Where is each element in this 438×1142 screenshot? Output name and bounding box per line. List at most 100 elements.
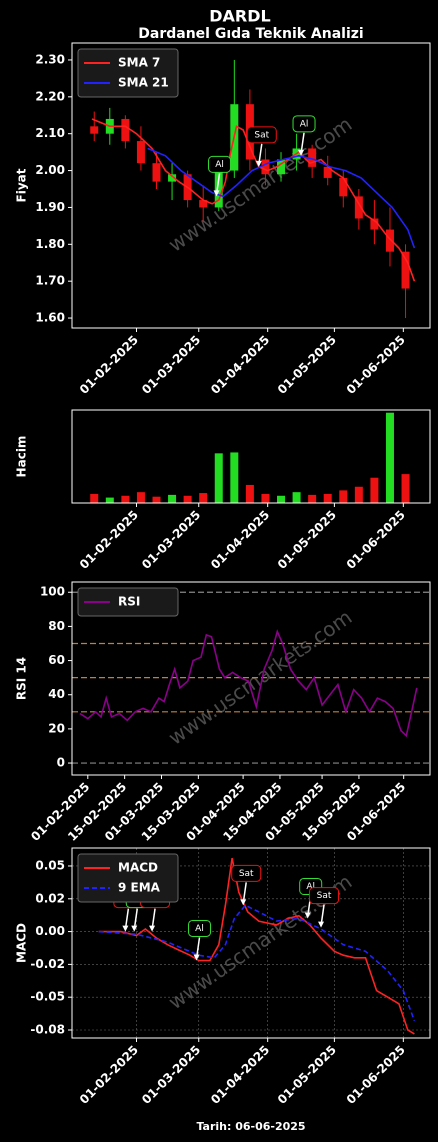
- annotation-label: Sat: [317, 891, 332, 901]
- bar: [339, 490, 348, 503]
- x-tick-label: 01-03-2025: [139, 1043, 203, 1107]
- annotation-box: [231, 864, 262, 882]
- x-tick-label: 01-05-2025: [275, 508, 339, 572]
- y-tick-label: 40: [48, 687, 65, 701]
- series-line: [98, 857, 415, 1035]
- annotation-box: [309, 887, 340, 905]
- annotation-label: Al: [215, 160, 224, 170]
- candle-body: [214, 170, 223, 208]
- y-tick-label: 0: [57, 756, 65, 770]
- annotation-box: [246, 126, 277, 144]
- annotation-arrowhead: [122, 925, 129, 932]
- y-axis-label: Hacim: [15, 436, 29, 478]
- x-tick-label: 01-02-2025: [77, 1043, 141, 1107]
- annotation-box: [208, 155, 232, 173]
- candle-body: [90, 126, 99, 134]
- bar: [292, 492, 301, 503]
- y-tick-label: 0.00: [35, 924, 65, 938]
- y-tick-label: 0.02: [35, 891, 65, 905]
- x-tick-label: 01-03-2025: [139, 508, 203, 572]
- x-tick-label: 01-02-2025: [77, 508, 141, 572]
- candle-body: [401, 251, 410, 289]
- annotation-label: Al: [195, 924, 204, 934]
- plot-frame: [71, 847, 431, 1039]
- candle-body: [168, 174, 177, 182]
- legend-label: 9 EMA: [118, 881, 161, 895]
- bar: [245, 484, 254, 503]
- bar: [105, 497, 114, 503]
- x-tick-label: 01-04-2025: [208, 1043, 272, 1107]
- bar: [370, 477, 379, 503]
- annotation-arrowhead: [318, 921, 325, 928]
- candle-body: [261, 159, 270, 175]
- bar: [308, 494, 317, 503]
- series-line: [91, 118, 416, 282]
- y-tick-label: -0.02: [30, 957, 65, 971]
- footer: Tarih: 06-06-2025: [196, 1120, 305, 1133]
- annotation-label: Sat: [254, 130, 269, 140]
- y-tick-label: 2.10: [35, 126, 65, 140]
- legend-label: SMA 7: [118, 56, 160, 70]
- bar: [230, 452, 239, 503]
- annotation-box: [292, 115, 316, 133]
- legend-box: [77, 853, 179, 903]
- candle-body: [152, 163, 161, 182]
- x-tick-label: 01-04-2025: [208, 508, 272, 572]
- y-tick-label: -0.08: [30, 1022, 65, 1036]
- bar: [401, 474, 410, 503]
- bar: [385, 412, 394, 503]
- y-axis-label: Fiyat: [15, 168, 29, 202]
- bar: [354, 486, 363, 503]
- chart-title: Dardanel Gıda Teknik Analizi: [138, 26, 363, 42]
- annotation-label: Sat: [239, 869, 254, 879]
- annotation-arrowhead: [149, 925, 156, 932]
- x-tick-label: 01-06-2025: [344, 333, 408, 397]
- x-tick-label: 01-06-2025: [344, 508, 408, 572]
- candle-body: [136, 141, 145, 164]
- annotation-label: Al: [306, 882, 315, 892]
- bar: [261, 493, 270, 503]
- series-line: [147, 147, 416, 249]
- candle-body: [121, 118, 130, 142]
- series-line: [79, 629, 418, 738]
- candle-body: [370, 218, 379, 230]
- y-tick-label: 0.05: [35, 858, 65, 872]
- bar: [136, 492, 145, 503]
- bar: [214, 453, 223, 503]
- bar: [277, 495, 286, 503]
- annotation-arrowhead: [298, 149, 305, 156]
- y-tick-label: 100: [40, 585, 65, 599]
- y-tick-label: 1.90: [35, 200, 65, 214]
- bar: [152, 496, 161, 503]
- candle-body: [277, 159, 286, 175]
- annotation-arrowhead: [131, 925, 138, 932]
- y-axis-label: RSI 14: [15, 657, 29, 700]
- annotation-arrowhead: [193, 954, 200, 961]
- candle-body: [385, 229, 394, 252]
- x-tick-label: 01-05-2025: [275, 333, 339, 397]
- bar: [199, 493, 208, 503]
- series-line: [98, 904, 416, 1022]
- candle-body: [308, 148, 317, 167]
- x-tick-label: 01-02-2025: [77, 333, 141, 397]
- legend-box: [77, 48, 179, 98]
- bar: [183, 495, 192, 503]
- legend-label: SMA 21: [118, 76, 169, 90]
- y-tick-label: 60: [48, 653, 65, 667]
- candle-body: [339, 177, 348, 197]
- annotation-arrowhead: [213, 190, 220, 197]
- plot-frame: [71, 581, 431, 776]
- annotation-box: [188, 919, 212, 937]
- y-tick-label: -0.05: [30, 990, 65, 1004]
- x-tick-label: 01-06-2025: [344, 1043, 408, 1107]
- legend-label: MACD: [118, 861, 158, 875]
- y-tick-label: 2.00: [35, 163, 65, 177]
- annotation-label: Al: [300, 119, 309, 129]
- candle-body: [354, 196, 363, 219]
- y-tick-label: 2.30: [35, 52, 65, 66]
- y-tick-label: 80: [48, 619, 65, 633]
- bar: [90, 493, 99, 503]
- legend-label: RSI: [118, 595, 140, 609]
- annotation-arrowhead: [255, 160, 262, 167]
